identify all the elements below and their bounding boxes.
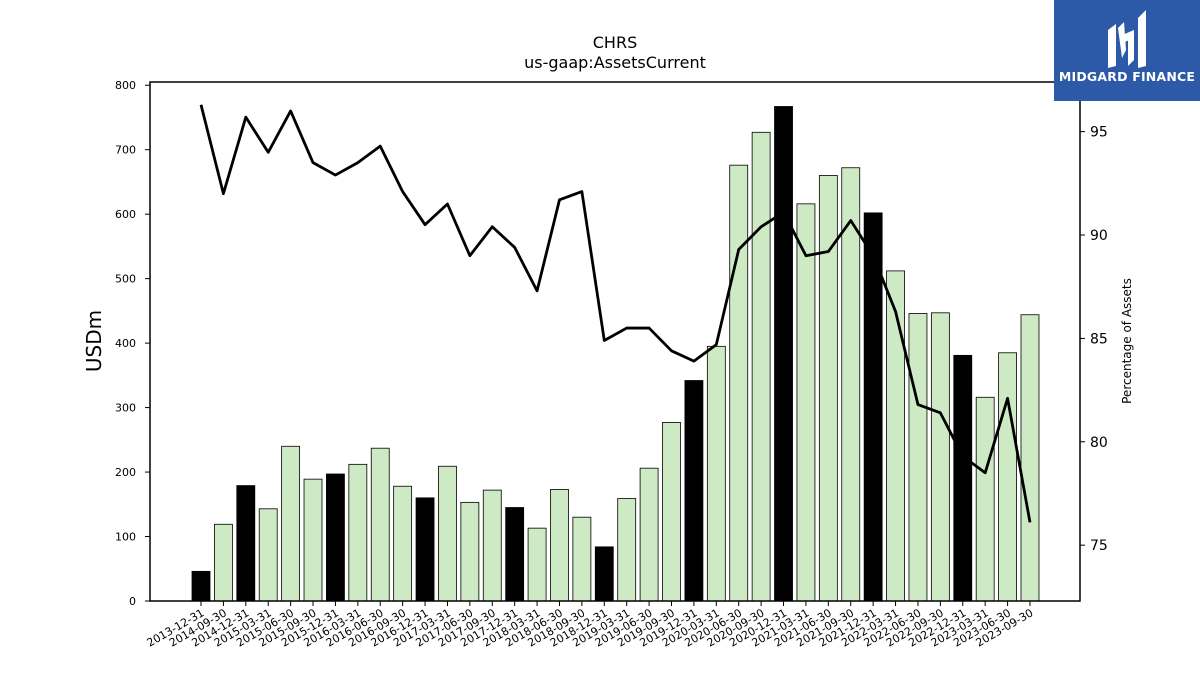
y-tick-label: 700 [115,144,136,157]
y-tick-label: 500 [115,273,136,286]
chart-subtitle: us-gaap:AssetsCurrent [524,53,706,72]
plot-frame [149,81,1081,602]
bar [415,497,435,602]
y2-tick-label: 80 [1090,435,1108,451]
bar [505,507,525,602]
bar [706,345,726,602]
bar [572,516,592,602]
y2-tick-label: 90 [1090,228,1108,244]
bar [998,352,1017,602]
y-tick-label: 600 [115,208,136,221]
bar [639,467,659,602]
brand-logo: MIDGARD FINANCE [1054,0,1200,101]
bar [258,508,278,602]
bar [191,570,211,602]
brand-name: MIDGARD FINANCE [1058,69,1196,84]
bar [527,527,547,602]
bar [729,164,749,602]
bar [460,501,480,602]
bar [281,445,301,602]
bar [550,489,569,602]
bar [953,354,973,602]
bar [303,478,323,602]
y-tick-label: 800 [115,79,136,92]
bar [438,465,457,602]
y-tick-label: 0 [129,595,136,608]
bar [886,270,905,602]
bar [617,498,637,602]
bar [818,175,838,602]
bars-group [191,106,1040,602]
bar [236,485,256,602]
y-tick-label: 100 [115,531,136,544]
y-axis-left: 0 100 200 300 400 500 600 700 800 [115,79,150,608]
bar [662,422,681,602]
bar [930,312,950,602]
y-axis-label: USDm [82,310,106,372]
bar [751,131,771,602]
bar [1020,314,1040,602]
bar [796,203,816,602]
y-axis-right: 75 80 85 90 95 [1080,125,1108,554]
bar [975,396,995,602]
bar [684,380,704,602]
y-tick-label: 400 [115,337,136,350]
y2-tick-label: 95 [1090,125,1108,141]
bar [594,546,614,602]
midgard-m-icon [1108,10,1146,68]
bar [370,447,390,602]
bar [482,489,502,602]
chart-title: CHRS [593,33,637,52]
y2-tick-label: 85 [1090,331,1108,347]
y-tick-label: 300 [115,402,136,415]
bar [774,106,793,602]
bar [348,463,368,602]
bar [326,473,345,602]
y2-tick-label: 75 [1090,538,1108,554]
series-line [199,104,1032,523]
line-group [199,104,1032,523]
bar [908,313,928,602]
y2-axis-label: Percentage of Assets [1120,278,1134,404]
bar [214,523,233,602]
y-tick-label: 200 [115,466,136,479]
x-axis: 2013-12-312014-09-302014-12-312015-03-31… [145,601,1035,650]
bar [393,485,413,602]
